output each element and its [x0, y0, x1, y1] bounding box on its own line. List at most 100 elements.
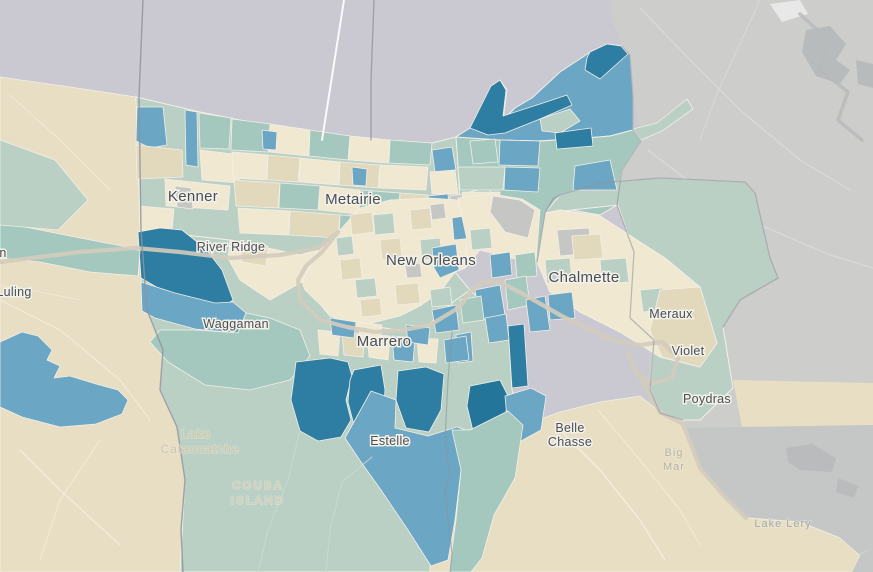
road: [19, 449, 121, 546]
census-tract[interactable]: [544, 257, 573, 284]
census-tract[interactable]: [237, 207, 291, 236]
city-label: Luling: [0, 285, 32, 299]
census-tract[interactable]: [443, 335, 470, 364]
census-tract[interactable]: [457, 166, 506, 191]
census-tract[interactable]: [0, 331, 129, 428]
city-label: Marrero: [357, 333, 412, 350]
road: [559, 429, 666, 561]
city-label: Chasse: [548, 435, 592, 449]
census-tract[interactable]: [459, 295, 485, 324]
sage-boundary: [325, 456, 373, 572]
city-label: Chalmette: [548, 269, 619, 286]
census-tract[interactable]: [348, 135, 391, 164]
census-tract[interactable]: [429, 202, 447, 221]
census-tract[interactable]: [469, 79, 573, 136]
census-tract[interactable]: [230, 118, 271, 153]
census-tract[interactable]: [0, 139, 89, 231]
census-tract[interactable]: [198, 112, 232, 150]
census-tract[interactable]: [138, 205, 175, 232]
parish-boundary: [536, 177, 779, 328]
poydras-beige: [733, 380, 873, 427]
census-tract[interactable]: [448, 410, 524, 572]
census-tract[interactable]: [266, 154, 301, 183]
census-tract[interactable]: [349, 211, 375, 236]
mississippi-river: [0, 229, 749, 521]
census-tract[interactable]: [339, 257, 363, 281]
census-tract[interactable]: [174, 185, 194, 210]
census-tract[interactable]: [298, 157, 341, 186]
census-tract[interactable]: [404, 262, 423, 279]
census-tract[interactable]: [233, 179, 281, 209]
parish-boundary: [616, 45, 684, 421]
census-tract[interactable]: [395, 366, 445, 433]
water-patch: [770, 0, 808, 22]
city-label: n: [0, 246, 7, 260]
wetland: [856, 60, 873, 88]
wetland: [802, 26, 850, 84]
basemap-label: Lake: [181, 427, 211, 441]
census-tract[interactable]: [335, 235, 355, 257]
sage-boundary: [257, 429, 301, 572]
census-tract[interactable]: [469, 227, 493, 251]
census-tract[interactable]: [135, 106, 168, 149]
census-tract[interactable]: [484, 313, 510, 344]
census-tract[interactable]: [469, 138, 499, 165]
census-tract[interactable]: [514, 251, 538, 279]
census-tract[interactable]: [584, 43, 629, 80]
stream: [798, 12, 864, 142]
parish-boundary: [138, 0, 186, 572]
parish-boundary: [370, 0, 375, 141]
census-tract[interactable]: [278, 182, 321, 211]
census-tract[interactable]: [149, 312, 311, 391]
census-tract[interactable]: [571, 233, 604, 261]
census-tract[interactable]: [378, 164, 429, 191]
bay-corner: [852, 548, 873, 572]
census-tract[interactable]: [308, 129, 351, 161]
census-tract[interactable]: [489, 251, 513, 279]
census-tract[interactable]: [231, 151, 269, 181]
road: [0, 299, 151, 421]
census-tract[interactable]: [354, 277, 378, 299]
census-tract[interactable]: [351, 166, 368, 187]
census-tract[interactable]: [379, 237, 403, 261]
census-tract[interactable]: [341, 331, 366, 358]
city-label: River Ridge: [197, 240, 266, 254]
census-tract[interactable]: [184, 109, 199, 168]
city-label: Violet: [672, 344, 705, 358]
census-tract[interactable]: [359, 297, 383, 318]
road: [39, 439, 101, 561]
road: [0, 284, 81, 301]
census-tract[interactable]: [388, 139, 433, 166]
census-tract[interactable]: [429, 169, 459, 195]
city-label: Meraux: [649, 307, 693, 321]
parish-boundary: [444, 331, 453, 572]
basemap-label: COUBA: [232, 480, 284, 492]
census-tract[interactable]: [539, 108, 581, 134]
census-tract[interactable]: [431, 243, 460, 279]
census-tract[interactable]: [498, 139, 541, 167]
basemap-label: Mar: [663, 461, 685, 473]
census-tract[interactable]: [503, 166, 541, 193]
census-tract[interactable]: [507, 323, 529, 389]
census-tract[interactable]: [366, 333, 391, 361]
city-label: Belle: [555, 421, 584, 435]
census-tract[interactable]: [554, 127, 594, 150]
census-tract[interactable]: [409, 207, 433, 231]
basemap-label: Big: [665, 447, 684, 459]
census-tract[interactable]: [489, 195, 536, 239]
census-tract[interactable]: [431, 146, 457, 173]
census-tract[interactable]: [290, 357, 353, 442]
census-tract[interactable]: [599, 257, 630, 285]
census-tract[interactable]: [135, 144, 184, 180]
city-label: Metairie: [325, 191, 381, 208]
census-tract[interactable]: [429, 286, 453, 308]
road: [597, 409, 701, 546]
census-tract[interactable]: [372, 212, 396, 236]
basemap-label: ISLAND: [231, 495, 286, 507]
census-tract[interactable]: [261, 129, 278, 151]
causeway-bridge: [321, 0, 345, 141]
wetland: [786, 444, 836, 472]
census-tract[interactable]: [394, 282, 421, 306]
